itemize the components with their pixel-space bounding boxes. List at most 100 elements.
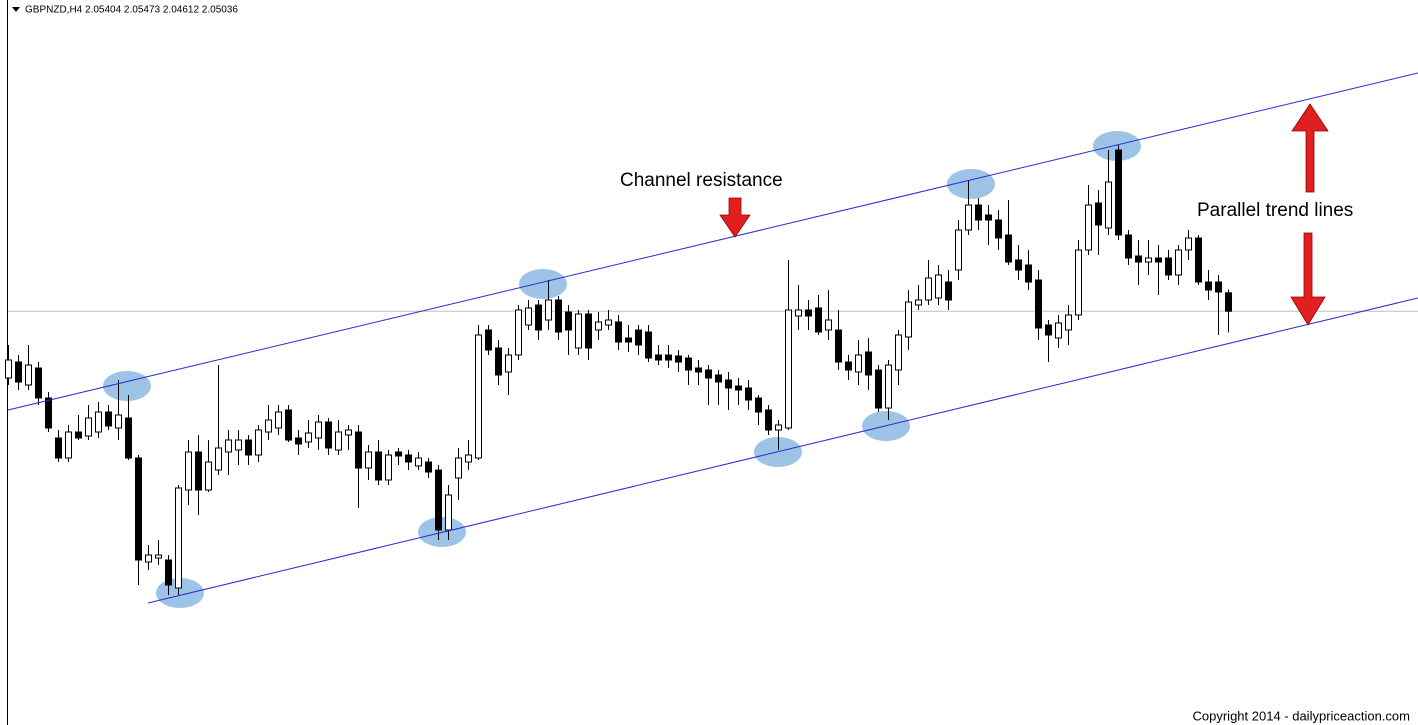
candle-body — [505, 354, 512, 373]
candle-body — [665, 354, 672, 361]
candle-body — [955, 229, 962, 271]
candle-body — [455, 457, 462, 479]
candle-body — [475, 334, 482, 459]
candle-body — [375, 451, 382, 481]
candle-body — [1195, 237, 1202, 283]
candle-body — [215, 447, 222, 471]
candle-body — [775, 424, 782, 431]
lower-trend-line — [147, 297, 1418, 604]
candle-body — [35, 367, 42, 399]
annotation: Channel resistance — [620, 170, 783, 191]
candle-body — [995, 219, 1002, 239]
candle-body — [875, 369, 882, 409]
candle-body — [335, 431, 342, 451]
candle-body — [1095, 202, 1102, 226]
candle-body — [445, 494, 452, 531]
candle-body — [805, 309, 812, 317]
candle-body — [515, 309, 522, 356]
candle-body — [115, 414, 122, 429]
candle-body — [365, 451, 372, 469]
candle-body — [15, 361, 22, 383]
candle-body — [265, 419, 272, 433]
candle-body — [975, 204, 982, 221]
candle-body — [435, 469, 442, 531]
chart-title: GBPNZD,H4 2.05404 2.05473 2.04612 2.0503… — [25, 5, 238, 16]
candle-body — [245, 439, 252, 456]
candle-body — [315, 421, 322, 439]
candle-body — [575, 313, 582, 349]
candle-body — [45, 397, 52, 429]
candle-body — [1165, 257, 1172, 276]
candle-body — [1085, 204, 1092, 251]
candle-body — [545, 299, 552, 321]
candle-body — [1135, 255, 1142, 263]
candle-body — [395, 451, 402, 457]
candle-body — [525, 307, 532, 326]
candle-body — [195, 451, 202, 491]
candle-body — [385, 454, 392, 481]
candle-body — [55, 437, 62, 459]
candle-body — [675, 355, 682, 363]
candle-body — [1045, 324, 1052, 336]
candle-body — [1055, 322, 1062, 339]
candle-body — [625, 337, 632, 343]
candle-body — [295, 437, 302, 445]
candle-body — [1015, 259, 1022, 271]
candle-body — [65, 431, 72, 459]
candle-body — [915, 299, 922, 306]
candle-body — [145, 554, 152, 563]
candle-body — [565, 311, 572, 331]
candle-body — [1025, 264, 1032, 283]
candle-body — [415, 457, 422, 467]
candle-body — [645, 331, 652, 359]
candle-body — [135, 457, 142, 561]
candle-body — [615, 321, 622, 343]
candle-body — [865, 351, 872, 376]
candle-body — [235, 439, 242, 451]
annotation: Parallel trend lines — [1197, 200, 1353, 221]
candle-body — [1225, 292, 1232, 312]
candle-body — [275, 411, 282, 429]
candle-body — [605, 319, 612, 326]
candle-body — [855, 354, 862, 373]
candle-body — [75, 431, 82, 439]
candle-body — [1215, 281, 1222, 293]
candle-body — [845, 361, 852, 371]
candle-body — [725, 379, 732, 389]
arrow-down — [1290, 232, 1326, 326]
candle-body — [1075, 249, 1082, 316]
candle-body — [785, 309, 792, 429]
candle-body — [1185, 237, 1192, 251]
candle-body — [795, 309, 802, 317]
candle-body — [755, 397, 762, 413]
candle-body — [925, 277, 932, 301]
candle-body — [485, 329, 492, 351]
touch-point — [519, 269, 567, 299]
candle-body — [535, 304, 542, 331]
arrow-up — [1291, 103, 1329, 193]
candle-body — [255, 429, 262, 456]
arrow-down — [719, 197, 751, 238]
candle-body — [1175, 249, 1182, 276]
candle-body — [655, 354, 662, 361]
candle-body — [595, 321, 602, 331]
candle-body — [735, 385, 742, 391]
candle-body — [745, 387, 752, 401]
upper-trend-line — [7, 72, 1418, 411]
candle-body — [205, 461, 212, 491]
candle-body — [225, 439, 232, 453]
candle-body — [285, 409, 292, 441]
candle-body — [1105, 181, 1112, 229]
candle-body — [765, 409, 772, 431]
candle-body — [355, 431, 362, 469]
candle-body — [635, 329, 642, 346]
candle-body — [345, 429, 352, 436]
candle-body — [405, 454, 412, 463]
candle-body — [25, 364, 32, 386]
candle-body — [685, 357, 692, 371]
menu-triangle[interactable] — [12, 7, 20, 12]
candle-body — [895, 334, 902, 371]
candle-body — [175, 487, 182, 589]
